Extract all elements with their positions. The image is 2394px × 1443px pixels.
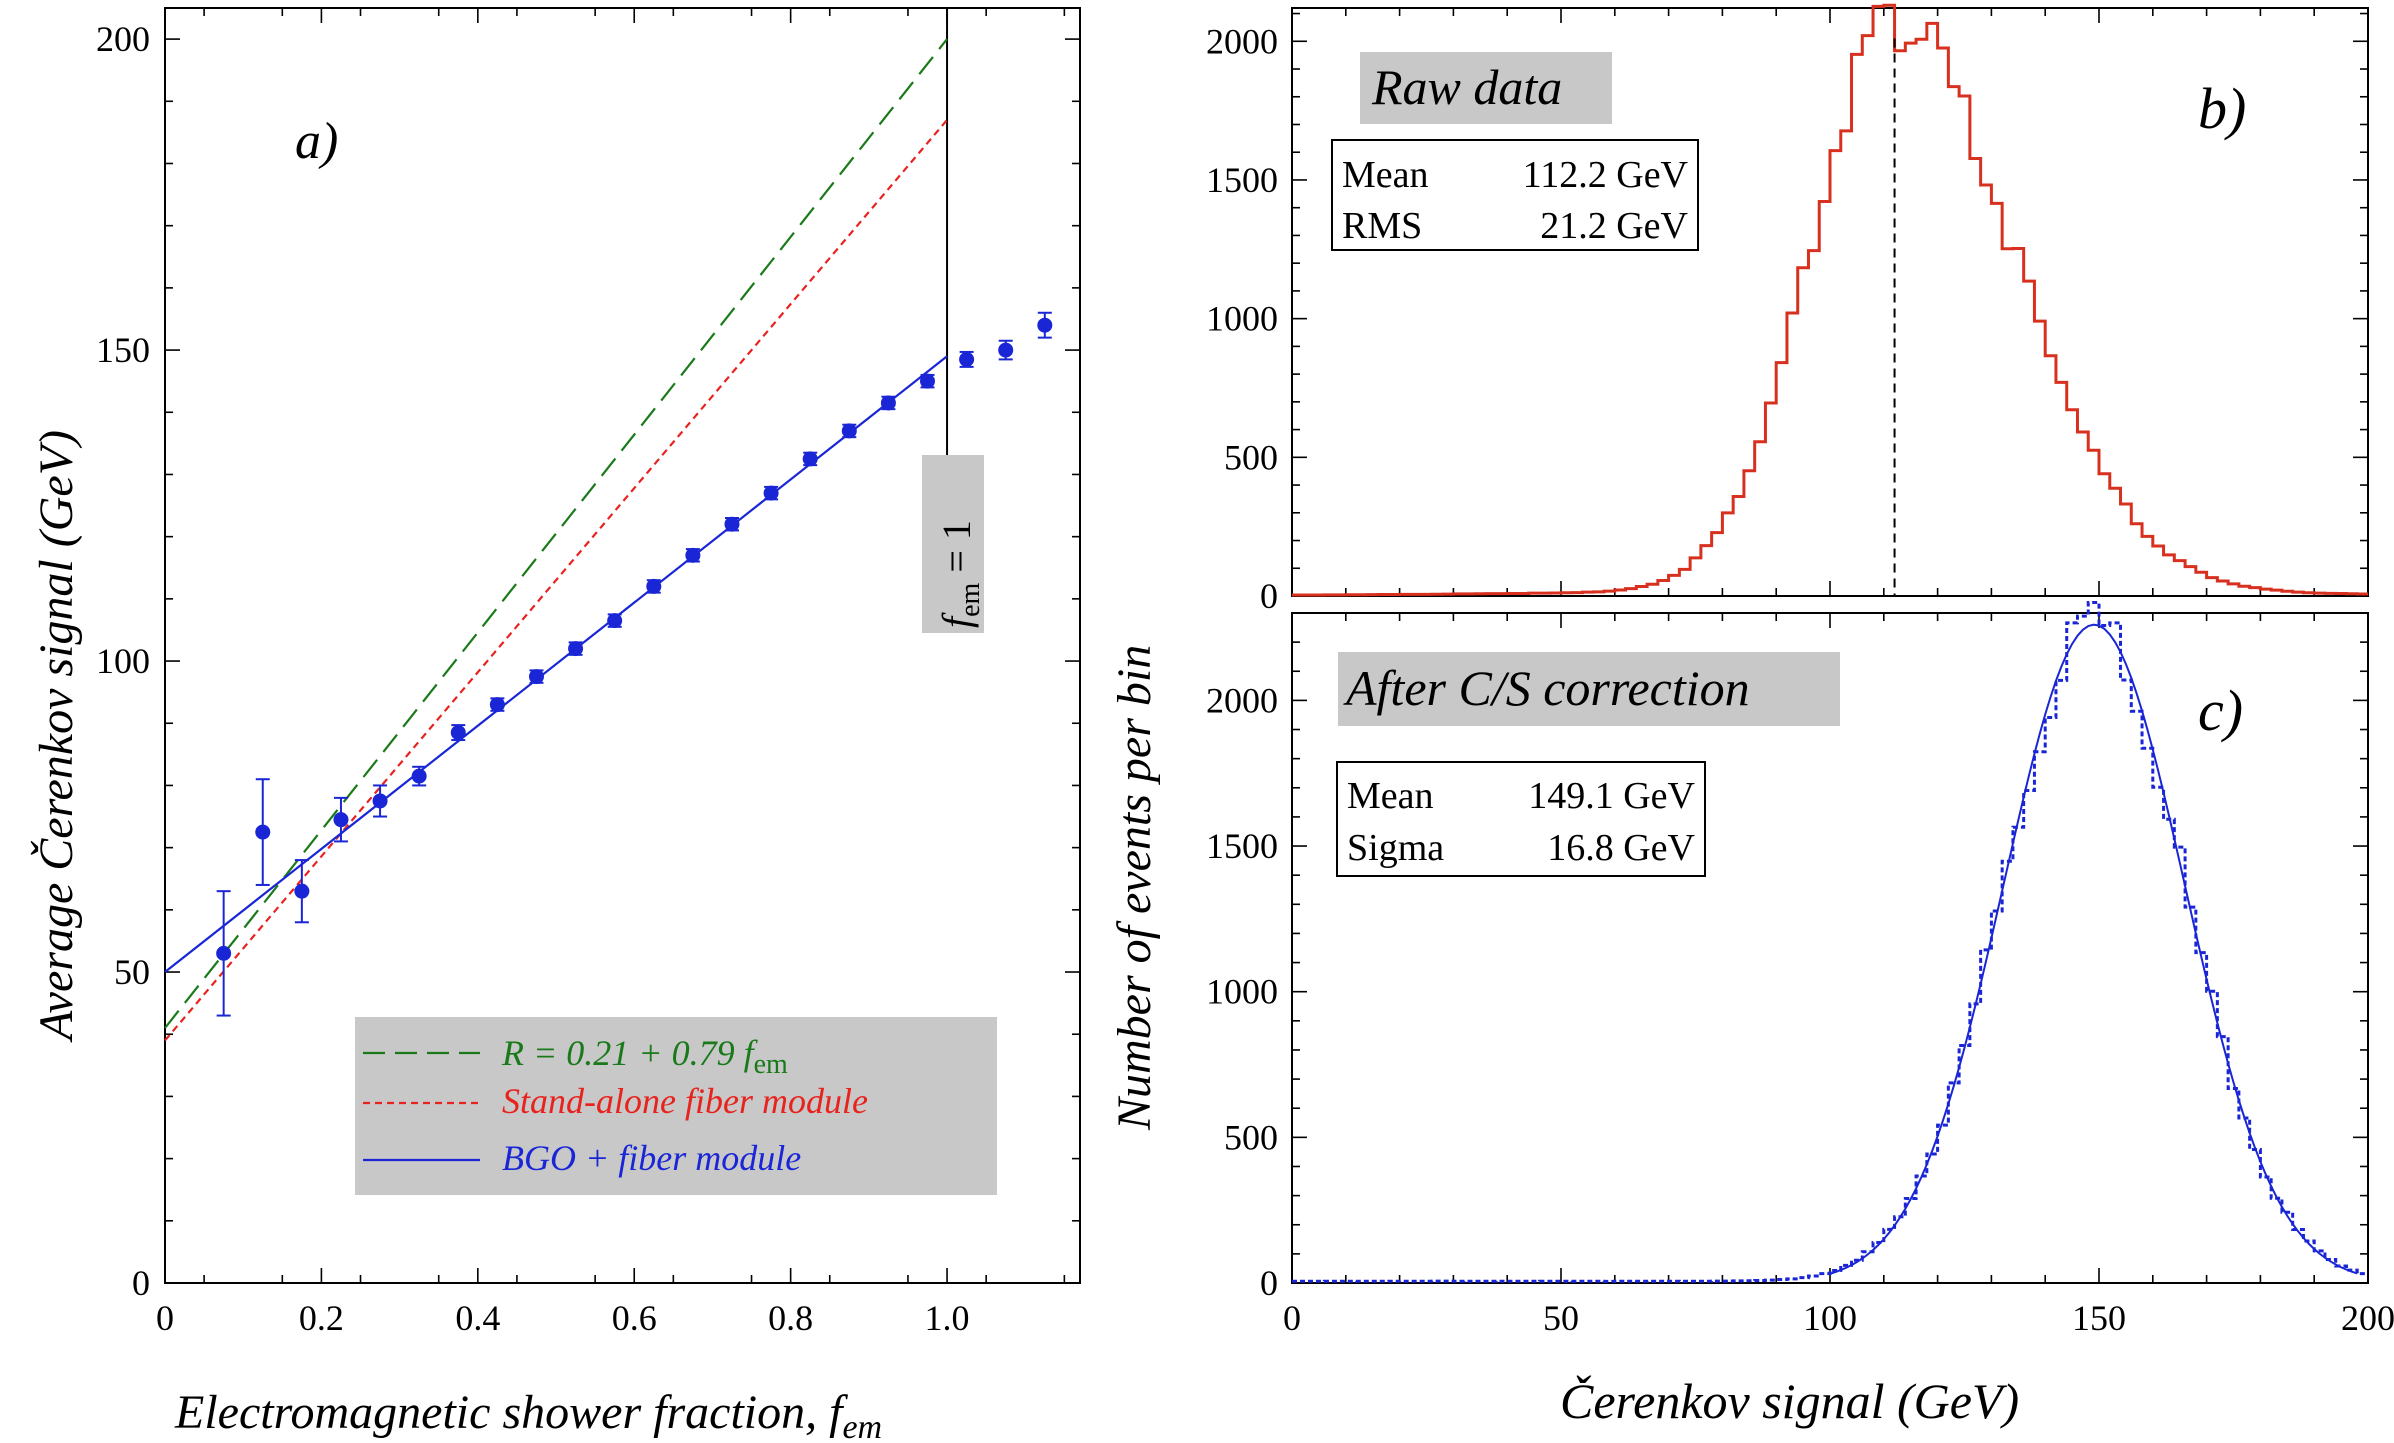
data-point <box>528 669 544 685</box>
y-tick-label: 1500 <box>1206 160 1278 200</box>
x-tick-label: 200 <box>2341 1298 2394 1338</box>
data-point <box>255 824 271 840</box>
panel-bc-y-axis-title: Number of events per bin <box>1108 645 1161 1131</box>
panel-c-title-box <box>1338 652 1840 726</box>
y-tick-label: 500 <box>1224 437 1278 477</box>
panel-b-stat-rms-label: RMS <box>1342 205 1422 247</box>
panel-a-legend-box <box>355 1017 997 1195</box>
panel-a-tick-labels: 0 0.2 0.4 0.6 0.8 1.0 0 50 100 150 200 <box>96 19 970 1338</box>
data-point <box>411 768 427 784</box>
data-point <box>959 351 975 367</box>
panel-c-gaussian-fit <box>1829 623 2358 1275</box>
x-tick-label: 0.8 <box>768 1298 813 1338</box>
data-point <box>489 697 505 713</box>
y-tick-label: 0 <box>132 1263 150 1303</box>
panel-a-label: a) <box>295 113 338 170</box>
y-tick-label: 2000 <box>1206 680 1278 720</box>
x-tick-label: 0.2 <box>299 1298 344 1338</box>
panel-b-stat-mean-label: Mean <box>1342 154 1429 196</box>
y-tick-label: 0 <box>1260 1263 1278 1303</box>
fem-equals-one-label: fem = 1 <box>934 520 986 628</box>
y-tick-label: 1000 <box>1206 299 1278 339</box>
x-tick-label: 100 <box>1803 1298 1857 1338</box>
x-tick-label: 1.0 <box>925 1298 970 1338</box>
panel-b-title-box <box>1360 52 1612 124</box>
x-tick-label: 0 <box>1283 1298 1301 1338</box>
legend-entry-red: Stand-alone fiber module <box>502 1081 868 1121</box>
fit-line-2 <box>164 355 948 973</box>
data-point <box>646 578 662 594</box>
panel-b-title: Raw data <box>1371 59 1562 115</box>
panel-b-stats-box <box>1331 139 1699 251</box>
panel-a-fit-lines <box>164 38 948 1042</box>
data-point <box>294 883 310 899</box>
y-tick-label: 50 <box>114 952 150 992</box>
panel-c-x-axis-title: Čerenkov signal (GeV) <box>1560 1373 2019 1429</box>
panel-a-data-points <box>216 311 1053 1017</box>
data-point <box>920 373 935 389</box>
fem-label-box <box>922 455 984 633</box>
panel-b-label: b) <box>2198 76 2246 141</box>
data-point <box>841 423 857 439</box>
panel-b-tick-labels: 0 500 1000 1500 2000 <box>1206 21 1278 616</box>
data-point <box>568 641 584 657</box>
x-tick-label: 50 <box>1543 1298 1579 1338</box>
y-tick-label: 150 <box>96 330 150 370</box>
panel-b-stat-mean-value: 112.2 GeV <box>1523 154 1689 196</box>
panel-b-ticks <box>1291 8 2369 597</box>
data-point <box>998 342 1014 358</box>
y-tick-label: 200 <box>96 19 150 59</box>
x-tick-label: 0 <box>156 1298 174 1338</box>
panel-c-stat-sigma-label: Sigma <box>1347 827 1444 869</box>
fit-line-0 <box>164 38 948 1029</box>
panel-a-x-axis-title: Electromagnetic shower fraction, fem <box>174 1386 882 1443</box>
data-point <box>372 793 388 809</box>
x-tick-label: 0.4 <box>455 1298 500 1338</box>
x-tick-label: 0.6 <box>612 1298 657 1338</box>
panel-c-stat-sigma-value: 16.8 GeV <box>1547 827 1695 869</box>
data-point <box>685 547 701 563</box>
panel-a-frame <box>164 7 1081 1284</box>
panel-b-histogram <box>1292 3 2368 597</box>
data-point <box>880 395 896 411</box>
data-point <box>450 725 466 741</box>
y-tick-label: 100 <box>96 641 150 681</box>
legend-entry-green: R = 0.21 + 0.79 fem <box>501 1033 788 1080</box>
panel-c-stat-mean-label: Mean <box>1347 775 1434 817</box>
fit-line-1 <box>164 119 948 1042</box>
panel-c-label: c) <box>2198 678 2243 743</box>
y-tick-label: 1000 <box>1206 972 1278 1012</box>
panel-a-y-axis-title: Average Čerenkov signal (GeV) <box>29 430 83 1043</box>
panel-c-stats-box <box>1336 761 1706 877</box>
data-point <box>216 945 232 961</box>
data-point <box>333 812 349 828</box>
data-point <box>1037 317 1053 333</box>
panel-c-histogram <box>1292 600 2368 1283</box>
data-point <box>763 485 779 501</box>
y-tick-label: 500 <box>1224 1117 1278 1157</box>
legend-entry-blue: BGO + fiber module <box>502 1138 801 1178</box>
data-point <box>607 613 623 629</box>
data-point <box>802 451 818 467</box>
y-tick-label: 1500 <box>1206 826 1278 866</box>
panel-c-title: After C/S correction <box>1343 660 1750 716</box>
data-point <box>724 516 740 532</box>
y-tick-label: 2000 <box>1206 21 1278 61</box>
y-tick-label: 0 <box>1260 576 1278 616</box>
x-tick-label: 150 <box>2072 1298 2126 1338</box>
panel-b: 0 500 1000 1500 2000 Raw data Mean 112.2 GeV… <box>1206 3 2369 616</box>
panel-b-stat-rms-value: 21.2 GeV <box>1540 205 1688 247</box>
panel-c-stat-mean-value: 149.1 GeV <box>1528 775 1695 817</box>
